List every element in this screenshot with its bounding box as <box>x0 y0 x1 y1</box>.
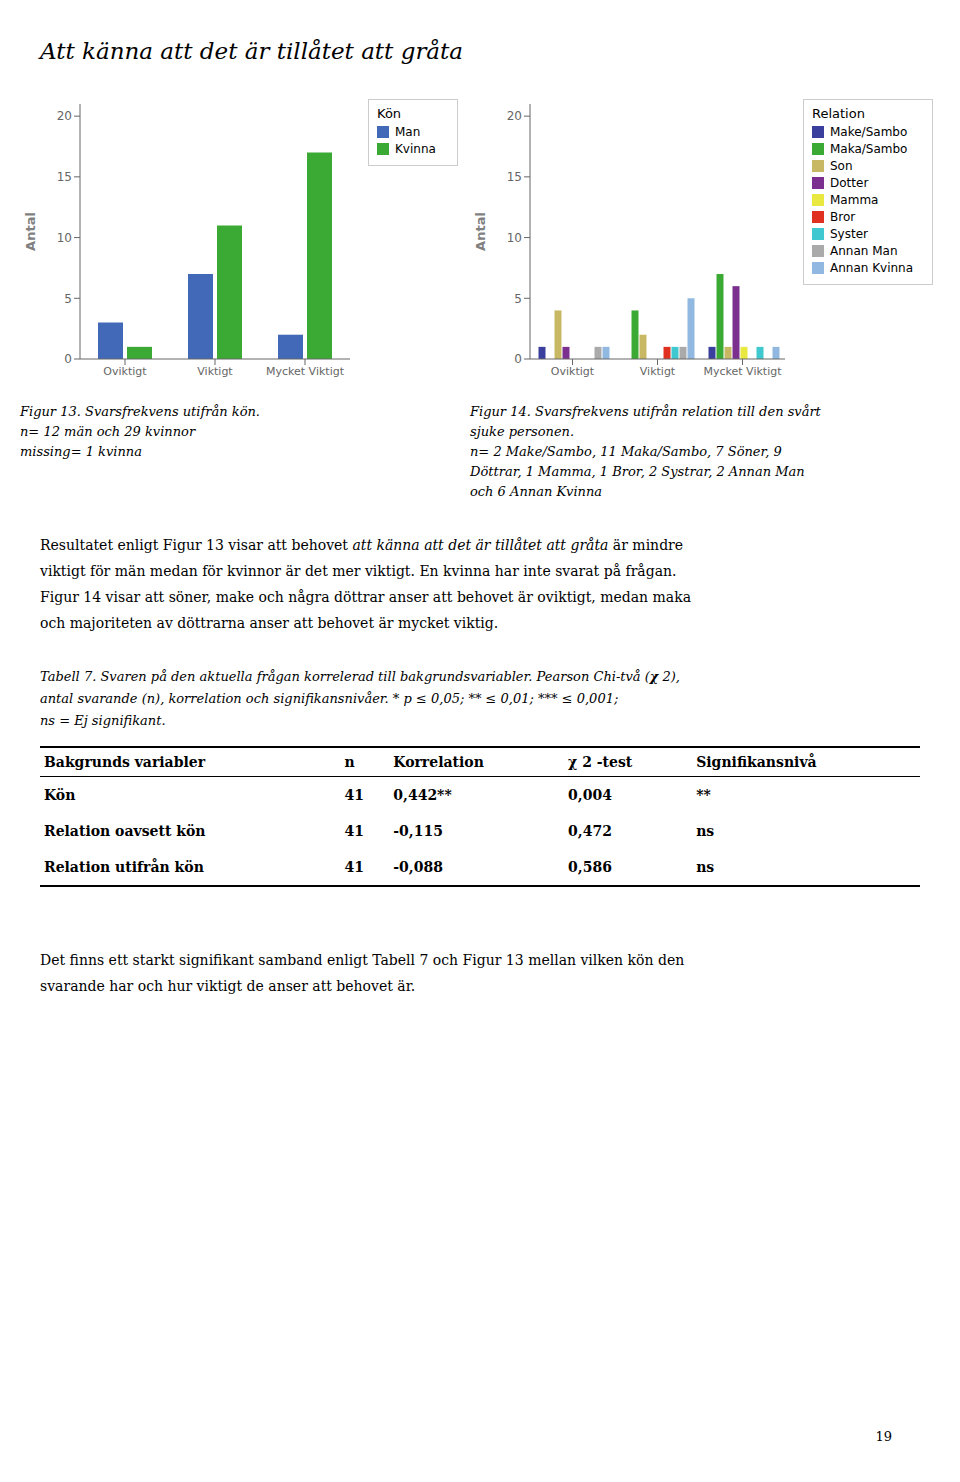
html-text:Kvinna: Kvinna <box>395 142 436 156</box>
html-text:ns = Ej signifikant.: ns = Ej signifikant. <box>40 713 166 728</box>
svg-text:Antal: Antal <box>23 212 38 251</box>
html-text:ns: ns <box>696 859 715 875</box>
html-text:0,442**: 0,442** <box>393 787 452 803</box>
html-text:Bakgrunds variabler: Bakgrunds variabler <box>44 754 205 770</box>
html-text:n= 2 Make/Sambo, 11 Maka/Sambo: n= 2 Make/Sambo, 11 Maka/Sambo, 7 Söner,… <box>470 444 782 459</box>
svg-text:Antal: Antal <box>473 212 488 251</box>
html-text:n= 12 män och 29 kvinnor: n= 12 män och 29 kvinnor <box>20 424 196 439</box>
html-text:Maka/Sambo: Maka/Sambo <box>830 142 908 156</box>
svg-text:Mycket Viktigt: Mycket Viktigt <box>266 365 345 378</box>
html-text:Kön: Kön <box>44 787 76 803</box>
svg-text:Viktigt: Viktigt <box>640 365 676 378</box>
html-text:antal svarande (n), korrelatio: antal svarande (n), korrelation och sign… <box>40 691 619 706</box>
html-text:Signifikansnivå: Signifikansnivå <box>696 754 817 770</box>
html-text:Figur 13. Svarsfrekvens utifrå: Figur 13. Svarsfrekvens utifrån kön. <box>20 404 260 419</box>
html-text:Kön: Kön <box>377 106 402 121</box>
html-text:19: 19 <box>875 1429 892 1444</box>
html-text:χ 2 -test: χ 2 -test <box>568 754 633 770</box>
html-text:n: n <box>344 754 355 770</box>
html-text:missing= 1 kvinna: missing= 1 kvinna <box>20 444 142 459</box>
html-text:0,586: 0,586 <box>568 859 612 875</box>
svg-text:20: 20 <box>507 109 522 123</box>
html-text:41: 41 <box>344 787 364 803</box>
html-text:Relation: Relation <box>812 106 865 121</box>
html-text:0,004: 0,004 <box>568 787 612 803</box>
html-text:Son: Son <box>830 159 853 173</box>
html-text:Annan Man: Annan Man <box>830 244 898 258</box>
html-text:Att känna att det är tillåtet: Att känna att det är tillåtet att gråta <box>40 38 463 64</box>
html-text:Figur 14 visar att söner, make: Figur 14 visar att söner, make och några… <box>40 589 691 605</box>
svg-text:5: 5 <box>514 292 522 306</box>
html-text:-0,088: -0,088 <box>393 859 443 875</box>
html-text:Bror: Bror <box>830 210 856 224</box>
svg-text:0: 0 <box>514 352 522 366</box>
svg-text:20: 20 <box>57 109 72 123</box>
html-text:svarande har och hur viktigt d: svarande har och hur viktigt de anser at… <box>40 978 416 994</box>
svg-text:10: 10 <box>507 231 522 245</box>
html-text:och majoriteten av döttrarna a: och majoriteten av döttrarna anser att b… <box>40 615 499 631</box>
html-text:Det finns ett starkt signifika: Det finns ett starkt signifikant samband… <box>40 952 685 968</box>
html-text:Mamma: Mamma <box>830 193 879 207</box>
html-text:Annan Kvinna: Annan Kvinna <box>830 261 914 275</box>
svg-text:10: 10 <box>57 231 72 245</box>
html-text:och 6 Annan Kvinna: och 6 Annan Kvinna <box>470 484 603 499</box>
html-text:viktigt för män medan för kvin: viktigt för män medan för kvinnor är det… <box>40 563 677 579</box>
html-text:-0,115: -0,115 <box>393 823 443 839</box>
svg-text:Oviktigt: Oviktigt <box>551 365 595 378</box>
svg-text:Viktigt: Viktigt <box>197 365 233 378</box>
html-text:41: 41 <box>344 859 364 875</box>
html-text:sjuke personen.: sjuke personen. <box>470 424 575 439</box>
svg-text:Oviktigt: Oviktigt <box>103 365 147 378</box>
html-text:Relation oavsett kön: Relation oavsett kön <box>44 823 206 839</box>
svg-text:Mycket Viktigt: Mycket Viktigt <box>704 365 783 378</box>
svg-text:0: 0 <box>64 352 72 366</box>
html-text:Resultatet enligt Figur 13 vis: Resultatet enligt Figur 13 visar att beh… <box>40 537 684 553</box>
html-text:Tabell 7. Svaren på den aktuel: Tabell 7. Svaren på den aktuella frågan … <box>40 669 680 684</box>
svg-text:15: 15 <box>507 170 522 184</box>
html-text:Syster: Syster <box>830 227 868 241</box>
html-text:Dotter: Dotter <box>830 176 869 190</box>
html-text:Figur 14. Svarsfrekvens utifrå: Figur 14. Svarsfrekvens utifrån relation… <box>470 404 821 419</box>
html-text:Korrelation: Korrelation <box>393 754 484 770</box>
html-text:41: 41 <box>344 823 364 839</box>
html-text:ns: ns <box>696 823 715 839</box>
svg-text:5: 5 <box>64 292 72 306</box>
html-text:Relation utifrån kön: Relation utifrån kön <box>44 859 204 875</box>
html-text:Döttrar, 1 Mamma, 1 Bror, 2 Sy: Döttrar, 1 Mamma, 1 Bror, 2 Systrar, 2 A… <box>470 464 805 479</box>
html-text:Man: Man <box>395 125 421 139</box>
html-text:Make/Sambo: Make/Sambo <box>830 125 908 139</box>
svg-text:15: 15 <box>57 170 72 184</box>
html-text:0,472: 0,472 <box>568 823 612 839</box>
